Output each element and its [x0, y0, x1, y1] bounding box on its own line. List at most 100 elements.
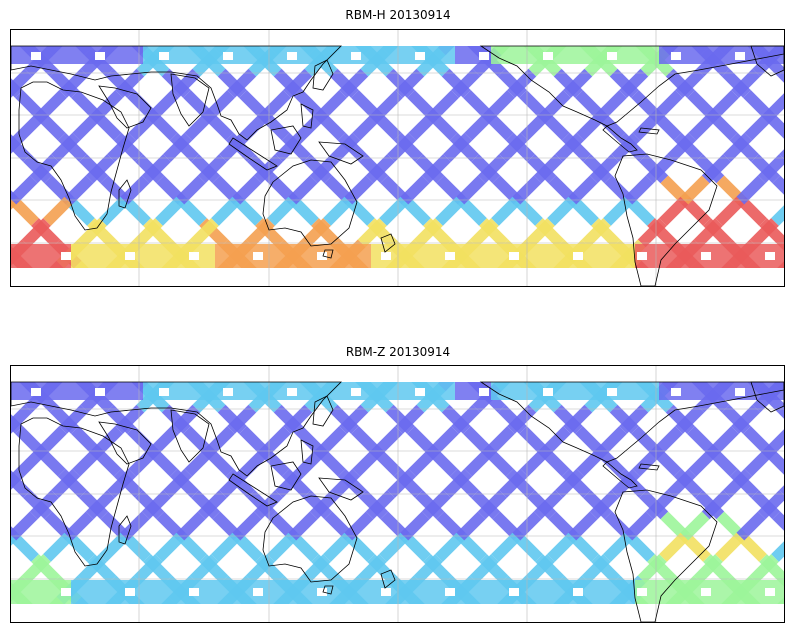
- swath-track-ascending: [456, 175, 486, 205]
- swath-track-descending: [505, 468, 535, 498]
- swath-track-descending: [441, 68, 471, 98]
- swath-track-ascending: [120, 511, 150, 541]
- polar-coverage-strips: [11, 382, 784, 604]
- south-strip-cell: [287, 580, 299, 604]
- strip-gap: [95, 388, 105, 396]
- strip-gap: [607, 52, 617, 60]
- swath-track-descending: [15, 426, 45, 456]
- strip-gap: [543, 52, 553, 60]
- north-strip-cell: [383, 382, 395, 400]
- south-strip-cell: [527, 244, 539, 268]
- south-strip-cell: [563, 580, 575, 604]
- south-strip-cell: [779, 580, 784, 604]
- north-strip-cell: [515, 46, 527, 64]
- swath-track-ascending: [469, 554, 499, 584]
- south-strip-cell: [95, 244, 107, 268]
- south-strip-cell: [731, 580, 743, 604]
- strip-gap: [445, 588, 455, 596]
- coastline-south-america: [614, 153, 718, 286]
- coastline-india: [170, 409, 210, 463]
- south-strip-cell: [299, 580, 311, 604]
- coastlines: [11, 381, 784, 622]
- swath-track-ascending: [37, 426, 67, 456]
- north-strip-cell: [59, 46, 71, 64]
- north-strip-cell: [527, 46, 539, 64]
- coastline-borneo: [270, 125, 302, 155]
- south-strip-cell: [215, 244, 227, 268]
- coastline-greenland: [750, 381, 784, 413]
- swath-track-ascending: [11, 511, 38, 541]
- swath-track-ascending: [120, 175, 150, 205]
- south-strip-cell: [419, 580, 431, 604]
- north-strip-cell: [707, 382, 719, 400]
- coastline-australia: [262, 159, 358, 247]
- south-strip-cell: [335, 580, 347, 604]
- south-strip-cell: [587, 580, 599, 604]
- swath-track-ascending: [637, 554, 667, 584]
- swath-track-descending: [161, 68, 191, 98]
- map-svg-rbm-z: [11, 366, 784, 622]
- south-strip-cell: [599, 244, 611, 268]
- coastline-south-america: [614, 489, 718, 622]
- swath-track-ascending: [77, 554, 107, 584]
- swath-track-descending: [575, 426, 605, 456]
- swath-track-ascending: [37, 90, 67, 120]
- swath-track-descending: [505, 132, 535, 162]
- swath-track-ascending: [205, 426, 235, 456]
- coastline-madagascar: [118, 179, 132, 209]
- swath-track-descending: [561, 132, 591, 162]
- strip-gap: [95, 52, 105, 60]
- swath-track-ascending: [189, 218, 219, 248]
- south-strip-cell: [143, 244, 155, 268]
- swath-track-descending: [217, 68, 247, 98]
- swath-track-descending: [687, 426, 717, 456]
- swath-track-ascending: [533, 154, 563, 184]
- swath-track-descending: [121, 196, 151, 226]
- swath-track-descending: [177, 532, 207, 562]
- south-strip-cell: [179, 580, 191, 604]
- swath-track-descending: [92, 447, 122, 477]
- swath-track-ascending: [176, 175, 206, 205]
- swath-track-descending: [11, 414, 23, 434]
- south-strip-cell: [467, 580, 479, 604]
- north-strip-cell: [323, 382, 335, 400]
- south-strip-cell: [479, 580, 491, 604]
- coastline-caribbean: [638, 127, 660, 135]
- swath-track-ascending: [288, 175, 318, 205]
- swath-track-descending: [401, 532, 431, 562]
- swath-track-descending: [393, 132, 423, 162]
- coastline-asia-main: [11, 45, 342, 141]
- coastline-central-america: [602, 125, 638, 153]
- swath-track-descending: [57, 468, 87, 498]
- south-strip-cell: [743, 244, 755, 268]
- swath-track-descending: [401, 196, 431, 226]
- swath-track-ascending: [64, 511, 94, 541]
- swath-track-ascending: [232, 175, 262, 205]
- north-strip-cell: [563, 46, 575, 64]
- strip-gap: [573, 588, 583, 596]
- swath-track-descending: [777, 70, 784, 83]
- north-strip-cell: [551, 382, 563, 400]
- swath-track-ascending: [693, 218, 723, 248]
- swath-track-ascending: [323, 196, 353, 226]
- swath-track-ascending: [581, 218, 611, 248]
- north-strip-cell: [743, 382, 755, 400]
- swath-track-ascending: [624, 175, 654, 205]
- strip-gap: [607, 388, 617, 396]
- north-strip-cell: [623, 46, 635, 64]
- swath-track-ascending: [421, 490, 451, 520]
- south-strip-cell: [179, 244, 191, 268]
- north-strip-cell: [299, 382, 311, 400]
- swath-track-descending: [273, 404, 303, 434]
- swath-track-descending: [316, 447, 346, 477]
- coastline-asia-main: [11, 381, 342, 477]
- north-strip-cell: [431, 382, 443, 400]
- map-panel-rbm-z: [10, 365, 785, 623]
- swath-track-descending: [764, 447, 784, 475]
- north-strip-cell: [191, 46, 203, 64]
- swath-track-descending: [295, 90, 325, 120]
- swath-track-ascending: [99, 196, 129, 226]
- swath-track-descending: [652, 111, 682, 141]
- swath-track-descending: [687, 90, 717, 120]
- swath-track-descending: [225, 132, 255, 162]
